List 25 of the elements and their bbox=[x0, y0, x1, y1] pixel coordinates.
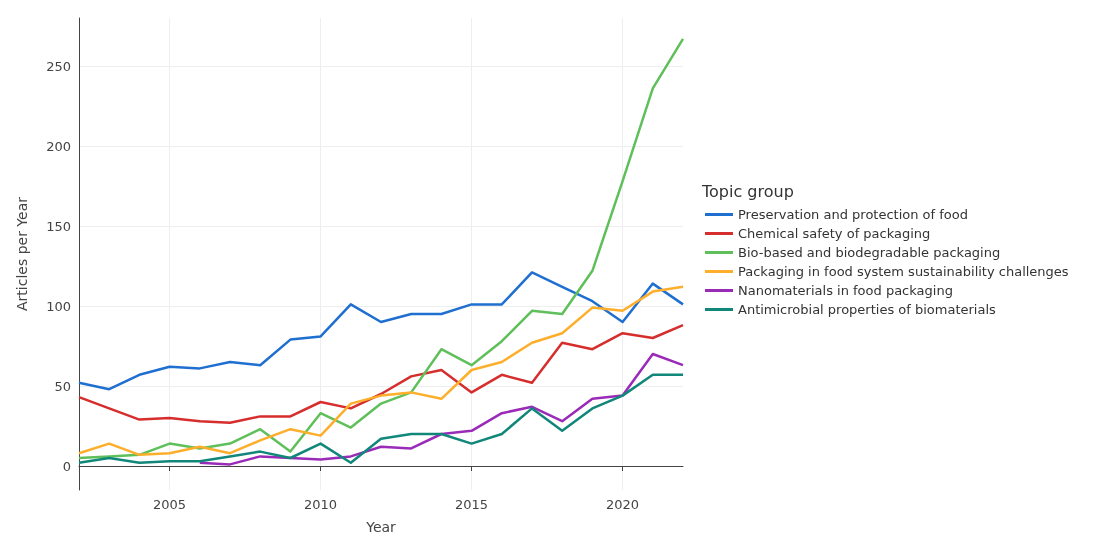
x-tick-label: 2020 bbox=[606, 497, 640, 512]
line-series bbox=[77, 271, 685, 391]
y-tick-label: 50 bbox=[54, 378, 71, 394]
legend-label: Bio-based and biodegradable packaging bbox=[738, 245, 1001, 260]
legend-label: Preservation and protection of food bbox=[738, 207, 969, 222]
legend-label: Chemical safety of packaging bbox=[738, 226, 931, 241]
line-series bbox=[77, 285, 685, 457]
legend-label: Antimicrobial properties of biomaterials bbox=[738, 302, 997, 317]
legend-label: Packaging in food system sustainability challenges bbox=[738, 264, 1069, 279]
x-tick-label: 2015 bbox=[455, 497, 489, 512]
y-tick-label: 150 bbox=[46, 218, 71, 234]
line-series bbox=[198, 352, 685, 466]
x-axis-title: Year bbox=[365, 519, 397, 535]
x-tick-label: 2005 bbox=[153, 497, 187, 512]
y-tick-label: 0 bbox=[62, 458, 71, 474]
y-tick-label: 200 bbox=[46, 138, 71, 154]
y-tick-label: 100 bbox=[46, 298, 71, 314]
legend-label: Nanomaterials in food packaging bbox=[738, 283, 953, 298]
line-series bbox=[77, 37, 685, 460]
y-tick-label: 250 bbox=[46, 58, 71, 74]
y-axis-title: Articles per Year bbox=[14, 196, 30, 312]
legend-title: Topic group bbox=[701, 181, 794, 201]
line-series bbox=[77, 373, 685, 465]
x-tick-label: 2010 bbox=[304, 497, 338, 512]
line-series bbox=[77, 323, 685, 425]
